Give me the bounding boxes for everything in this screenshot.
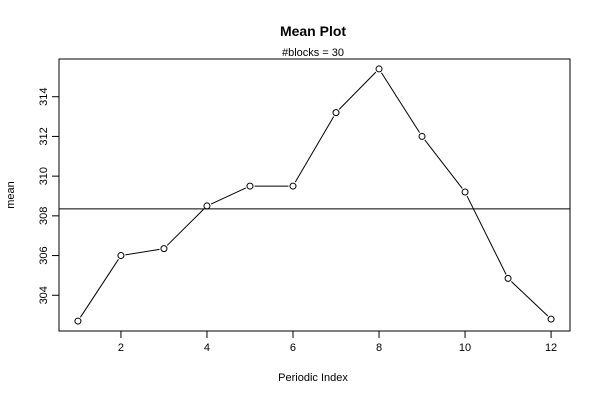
data-point [461, 188, 469, 196]
data-point [117, 252, 125, 260]
data-point [203, 202, 211, 210]
x-tick-label: 12 [545, 342, 557, 354]
series-line-segment [424, 139, 463, 189]
series-line-segment [79, 259, 119, 318]
series-line-segment [294, 116, 335, 183]
y-tick-label: 312 [38, 127, 50, 145]
x-tick-label: 10 [459, 342, 471, 354]
series-line-segment [338, 71, 377, 110]
data-point [160, 245, 168, 253]
chart-title: Mean Plot [280, 23, 346, 39]
y-tick-label: 306 [38, 246, 50, 264]
x-tick-label: 4 [204, 342, 210, 354]
x-tick-label: 2 [118, 342, 124, 354]
series-line-segment [210, 187, 247, 205]
data-point [332, 109, 340, 117]
chart-subtitle: #blocks = 30 [282, 47, 344, 59]
data-point [375, 65, 383, 73]
series-line-segment [466, 195, 507, 275]
data-point [246, 182, 254, 190]
y-tick-label: 308 [38, 207, 50, 225]
series-line-segment [125, 248, 160, 256]
y-tick-label: 310 [38, 167, 50, 185]
y-axis-label: mean [5, 181, 17, 209]
series-line-segment [510, 281, 549, 317]
y-tick-label: 314 [38, 88, 50, 106]
data-point [74, 317, 82, 325]
series-line-segment [166, 208, 205, 246]
plot-area: 2 4 6 8 10 12 304 306 308 310 312 314 [38, 58, 571, 354]
series-line-segment [381, 72, 421, 133]
y-tick-label: 304 [38, 286, 50, 304]
plot-frame [58, 58, 571, 332]
x-tick-label: 6 [290, 342, 296, 354]
data-point [418, 132, 426, 140]
data-point [289, 182, 297, 190]
x-axis-label: Periodic Index [278, 372, 348, 384]
data-point [547, 315, 555, 323]
data-point [504, 274, 512, 282]
x-tick-label: 8 [376, 342, 382, 354]
